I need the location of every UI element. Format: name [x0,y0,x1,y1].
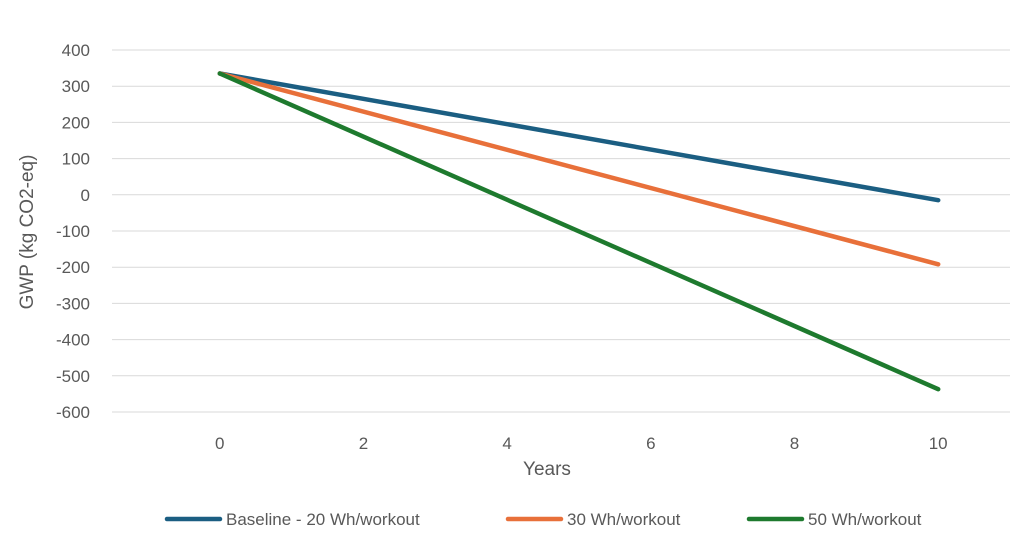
x-tick-label: 6 [646,434,655,453]
x-axis-title: Years [523,459,571,480]
series-line-2 [217,71,941,267]
x-tick-label: 4 [502,434,511,453]
series-lines [217,71,941,392]
y-axis-ticks: 400 300 200 100 0 -100 -200 -300 -400 -500 -600 [56,41,90,422]
y-tick-label: -500 [56,367,90,386]
legend: Baseline - 20 Wh/workout 30 Wh/workout 50 … [164,510,922,529]
legend-item: 50 Wh/workout [746,510,922,529]
x-tick-label: 2 [359,434,368,453]
y-tick-label: -600 [56,403,90,422]
y-tick-label: -300 [56,294,90,313]
y-tick-label: -100 [56,222,90,241]
y-tick-label: 400 [62,41,90,60]
legend-item: 30 Wh/workout [505,510,681,529]
legend-label: Baseline - 20 Wh/workout [226,510,420,529]
series-line-3 [217,71,941,392]
y-tick-label: -200 [56,258,90,277]
series-line-1 [217,71,941,203]
x-tick-label: 10 [929,434,948,453]
legend-label: 50 Wh/workout [808,510,922,529]
x-tick-label: 0 [215,434,224,453]
y-tick-label: 100 [62,150,90,169]
legend-label: 30 Wh/workout [567,510,681,529]
y-tick-label: -400 [56,331,90,350]
y-tick-label: 0 [81,186,90,205]
legend-item: Baseline - 20 Wh/workout [164,510,420,529]
x-axis-ticks: 0 2 4 6 8 10 [215,434,948,453]
y-tick-label: 300 [62,77,90,96]
y-tick-label: 200 [62,113,90,132]
x-tick-label: 8 [790,434,799,453]
y-axis-title: GWP (kg CO2-eq) [17,155,38,310]
gridlines [112,49,1010,413]
